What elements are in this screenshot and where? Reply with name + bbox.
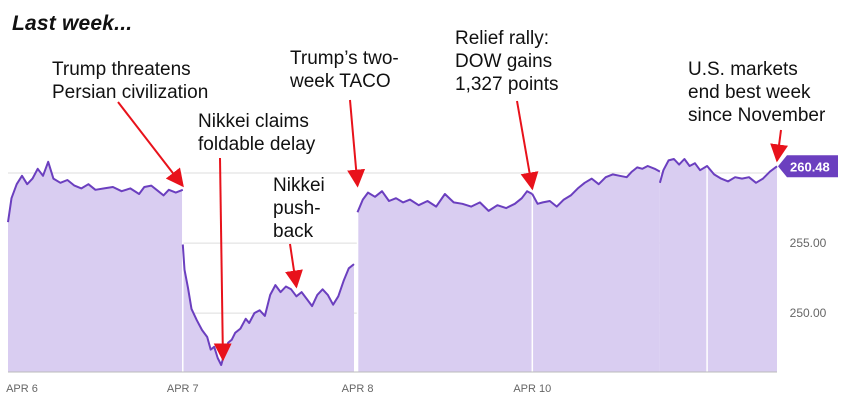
annotation-arrow <box>117 101 184 188</box>
annotation-text: Trump’s two- week TACO <box>290 48 399 92</box>
price-line-segment <box>356 190 533 213</box>
annotation-arrow <box>516 100 539 191</box>
annotation-text: Trump threatens Persian civilization <box>52 59 209 103</box>
x-tick-label: APR 6 <box>6 383 38 395</box>
price-area-segment <box>532 166 660 372</box>
annotation-arrow <box>347 99 366 188</box>
last-price-badge-shape <box>778 155 838 178</box>
x-tick-label: APR 10 <box>513 383 551 395</box>
y-tick-label: 255.00 <box>790 236 827 250</box>
price-area-segment <box>659 159 777 372</box>
x-tick-label: APR 8 <box>342 383 374 395</box>
chart-title: Last week... <box>12 12 133 35</box>
annotation-arrow <box>285 243 303 289</box>
annotation-text: Nikkei claims foldable delay <box>198 111 316 155</box>
last-price-label: 260.48 <box>790 159 830 174</box>
price-area-segment <box>357 191 533 372</box>
price-line-segment <box>7 160 184 223</box>
annotation-text: Nikkei push- back <box>273 175 325 242</box>
annotation-text: U.S. markets end best week since Novembe… <box>688 59 826 126</box>
x-tick-label: APR 7 <box>167 383 199 395</box>
annotation-text: Relief rally: DOW gains 1,327 points <box>455 28 559 95</box>
price-line-segment <box>181 244 355 366</box>
annotation-arrow <box>770 129 789 163</box>
last-price-badge: 260.48 <box>778 155 838 178</box>
price-line-segment <box>658 158 778 184</box>
price-line-segment <box>531 165 661 208</box>
y-tick-label: 250.00 <box>790 306 827 320</box>
annotation-arrow <box>213 157 232 362</box>
price-area-segment <box>182 244 354 372</box>
price-area-segment <box>8 161 183 372</box>
